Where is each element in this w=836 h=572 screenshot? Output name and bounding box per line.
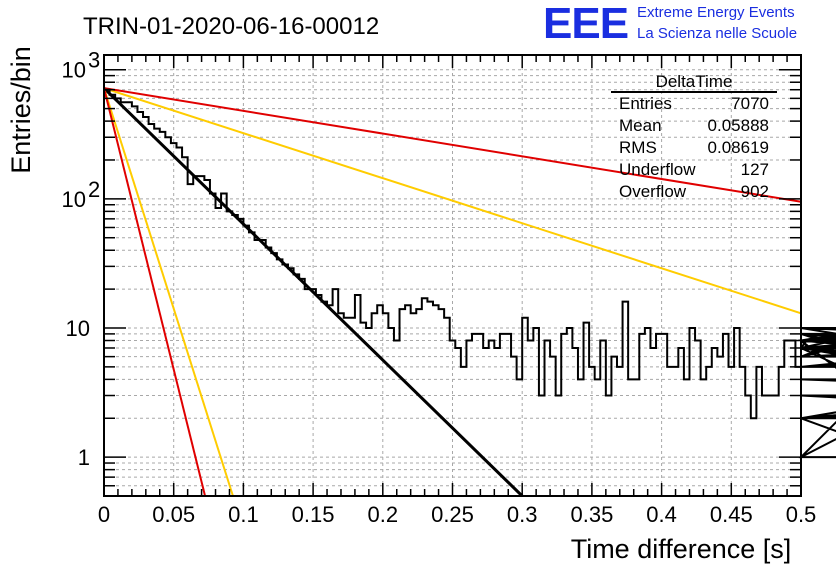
stats-rows: Entries 7070 Mean 0.05888 RMS 0.08619 Underflo… (619, 94, 769, 201)
stats-row-value: 0.05888 (708, 116, 769, 135)
x-axis-label: Time difference [s] (571, 534, 792, 564)
stats-row-label: Overflow (619, 182, 687, 201)
y-axis-label: Entries/bin (6, 46, 36, 174)
stats-row-label: Underflow (619, 160, 696, 179)
stats-row-label: Mean (619, 116, 662, 135)
y-tick-exponent: 2 (88, 177, 100, 202)
x-tick-label: 0.2 (368, 502, 399, 527)
eee-logo: EEE Extreme Energy Events La Scienza nel… (543, 0, 797, 48)
stats-title: DeltaTime (656, 72, 733, 91)
chart-title: TRIN-01-2020-06-16-00012 (83, 13, 379, 40)
fit-curve (103, 87, 802, 203)
y-tick-label: 10 (62, 187, 86, 212)
stats-row-label: RMS (619, 138, 657, 157)
plot-area: 0 0.05 0.1 0.15 0.2 0.25 0.3 0.35 0.4 0.45 0.5 1 10 1… (62, 48, 836, 527)
y-tick-exponent: 3 (88, 48, 100, 73)
logo-line-1: Extreme Energy Events (637, 4, 795, 21)
x-tick-label: 0.1 (228, 502, 259, 527)
x-tick-label: 0.3 (507, 502, 538, 527)
fit-curve (103, 87, 802, 315)
stats-row-value: 0.08619 (708, 138, 769, 157)
x-tick-label: 0.4 (646, 502, 677, 527)
fit-curve (102, 87, 524, 498)
x-tick-label: 0.5 (786, 502, 817, 527)
x-tick-label: 0.35 (570, 502, 613, 527)
fit-curve (103, 87, 207, 497)
logo-mark: EEE (543, 0, 628, 48)
x-tick-label: 0.25 (431, 502, 474, 527)
logo-line-2: La Scienza nelle Scuole (637, 25, 797, 42)
stats-row-value: 127 (741, 160, 769, 179)
stats-row-value: 7070 (731, 94, 769, 113)
fit-curve (103, 87, 234, 497)
y-tick-label: 10 (66, 316, 90, 341)
x-tick-label: 0.45 (710, 502, 753, 527)
x-tick-label: 0.05 (152, 502, 195, 527)
stats-box: DeltaTime Entries 7070 Mean 0.05888 RMS 0.086… (611, 72, 777, 201)
y-tick-label: 10 (62, 58, 86, 83)
y-tick-label: 1 (78, 445, 90, 470)
x-tick-label: 0 (98, 502, 110, 527)
stats-row-value: 902 (741, 182, 769, 201)
x-tick-label: 0.15 (292, 502, 335, 527)
stats-row-label: Entries (619, 94, 672, 113)
histogram-line (103, 88, 836, 496)
